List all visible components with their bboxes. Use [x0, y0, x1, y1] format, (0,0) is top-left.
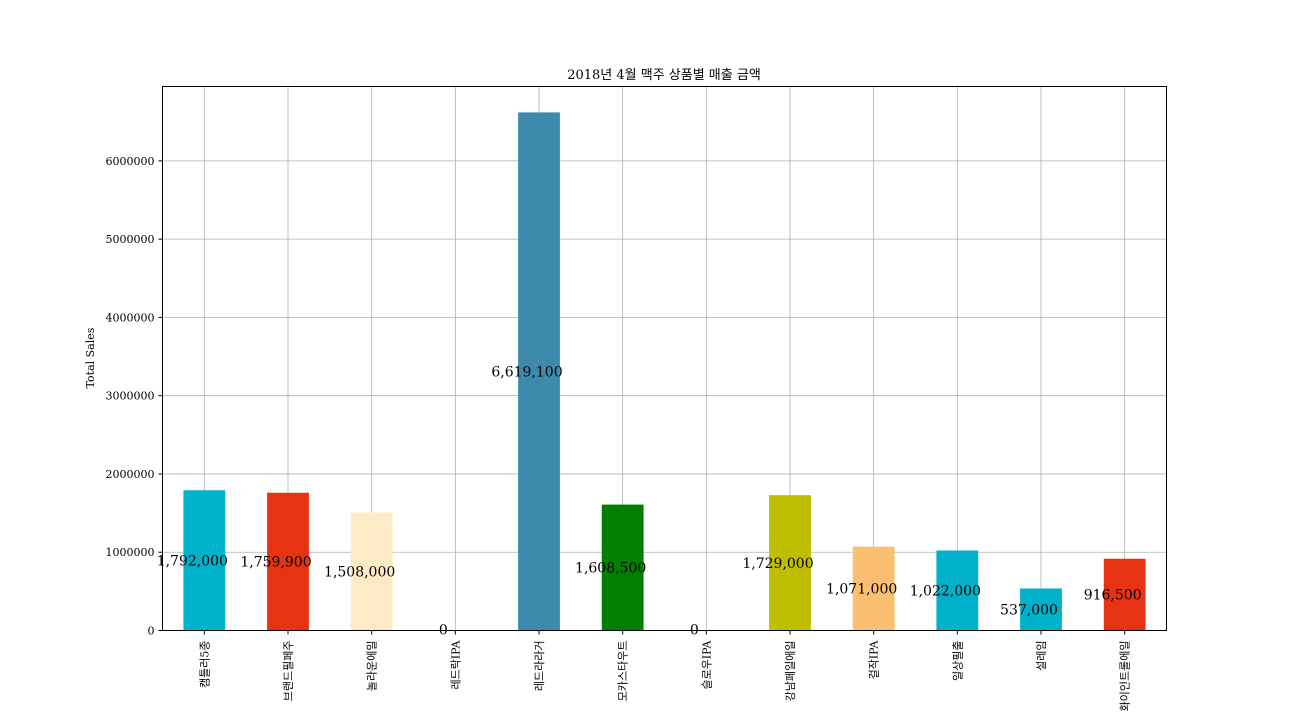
- bar: [769, 495, 811, 631]
- y-tick-label: 0: [148, 625, 155, 638]
- x-tick-label: 강남페일에일: [783, 641, 797, 702]
- bar: [518, 112, 560, 631]
- x-tick-label: 캠틀러5종: [198, 641, 211, 688]
- data-label: 1,022,000: [910, 584, 981, 600]
- x-tick-label: 일상필출: [950, 641, 964, 681]
- x-tick-label: 슬로우IPA: [700, 639, 713, 689]
- grid-lines: [162, 86, 1167, 631]
- bar: [267, 492, 309, 631]
- data-label: 0: [439, 623, 448, 639]
- y-axis-label: Total Sales: [84, 327, 97, 388]
- x-tick-label: 레드라라거: [533, 641, 546, 692]
- bars: [183, 112, 1146, 631]
- x-tick-label: 놀라운에일: [365, 641, 379, 692]
- y-tick-label: 1000000: [106, 546, 155, 559]
- data-label: 1,759,900: [240, 555, 311, 571]
- data-label: 1,071,000: [826, 582, 897, 598]
- data-label: 1,729,000: [742, 556, 813, 572]
- y-tick-label: 6000000: [106, 155, 155, 168]
- y-tick-label: 2000000: [106, 468, 155, 481]
- plot-frame: [162, 86, 1167, 631]
- bar: [936, 550, 979, 631]
- bar: [1103, 558, 1146, 631]
- data-label: 6,619,100: [491, 364, 562, 380]
- bar: [601, 504, 644, 631]
- data-label: 1,508,000: [324, 564, 395, 580]
- bar: [350, 512, 393, 631]
- chart-title: 2018년 4월 맥주 상품별 매출 금액: [567, 68, 761, 83]
- data-label: 916,500: [1084, 588, 1142, 604]
- bar: [1020, 588, 1062, 631]
- data-label: 1,608,500: [575, 561, 646, 577]
- bar: [852, 546, 895, 631]
- bar: [183, 490, 226, 631]
- x-tick-label: 브랜드필페주: [282, 641, 295, 702]
- data-label: 1,792,000: [157, 553, 228, 569]
- data-label: 0: [690, 623, 699, 639]
- x-tick-label: 화이인트롤에일: [1118, 641, 1132, 712]
- x-tick-label: 설레임: [1035, 641, 1048, 671]
- x-tick-label: 레드락IPA: [449, 639, 462, 689]
- data-label: 537,000: [1000, 602, 1058, 618]
- x-axis-ticks: 캠틀러5종 브랜드필페주 놀라운에일 레드락IPA 레드라라거 모카스타우트 슬로우IPA 강…: [198, 630, 1132, 712]
- x-tick-label: 모카스타우트: [617, 641, 630, 702]
- y-tick-label: 3000000: [106, 390, 155, 403]
- x-tick-label: 걸작IPA: [868, 639, 881, 679]
- data-labels: 1,792,000 1,759,900 1,508,000 0 6,619,100 1,6…: [157, 364, 1142, 638]
- y-tick-label: 4000000: [106, 311, 155, 324]
- y-axis-ticks: 0 1000000 2000000 3000000 4000000 5000000 6000…: [106, 155, 163, 638]
- y-tick-label: 5000000: [106, 233, 155, 246]
